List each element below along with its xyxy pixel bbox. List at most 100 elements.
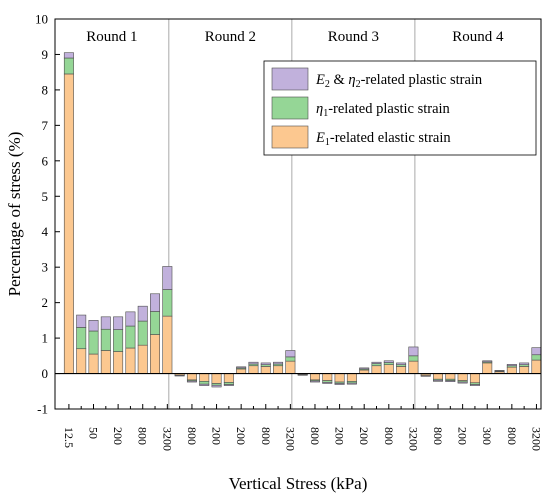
x-tick-label: 800 <box>308 427 322 445</box>
x-tick-label: 800 <box>185 427 199 445</box>
bar-segment-eta1 <box>223 382 234 385</box>
bar-segment-e2eta2 <box>223 384 234 386</box>
bar-segment-e1 <box>211 373 222 384</box>
bar-segment-e1 <box>223 373 234 383</box>
y-axis-title: Percentage of stress (%) <box>5 132 24 297</box>
bar-segment-e1 <box>248 365 259 374</box>
round-label: Round 2 <box>205 29 256 45</box>
x-tick-label: 200 <box>111 427 125 445</box>
bar-segment-e1 <box>322 373 333 381</box>
bar-segment-e1 <box>260 366 271 374</box>
bar-segment-eta1 <box>408 355 419 362</box>
bar-segment-e1 <box>334 373 345 383</box>
bar-segment-e2eta2 <box>236 366 247 369</box>
x-tick-label: 200 <box>456 427 470 445</box>
x-tick-label: 800 <box>505 427 519 445</box>
bar-segment-e2eta2 <box>150 293 161 312</box>
x-tick-label: 800 <box>382 427 396 445</box>
bar-segment-e1 <box>100 350 111 374</box>
bar-segment-eta1 <box>76 327 87 350</box>
bar-segment-e2eta2 <box>211 384 222 388</box>
bar-segment-e2eta2 <box>297 374 308 376</box>
bar-segment-e2eta2 <box>76 314 87 328</box>
y-tick-label: 9 <box>42 47 49 62</box>
y-tick-label: 5 <box>42 189 49 204</box>
x-tick-label: 3200 <box>160 427 174 451</box>
y-axis-ticks: -1 0 1 2 3 4 5 6 7 8 9 10 <box>35 12 60 417</box>
y-tick-label: 6 <box>42 153 49 168</box>
bar-segment-eta1 <box>100 328 111 351</box>
x-tick-label: 800 <box>259 427 273 445</box>
legend-label-e2eta2: E2 & η2-related plastic strain <box>315 72 483 90</box>
bar-segment-e2eta2 <box>371 361 382 364</box>
y-tick-label: 0 <box>42 366 49 381</box>
bar-segment-e1 <box>383 364 394 374</box>
bar-segment-e1 <box>433 373 443 380</box>
y-tick-label: 2 <box>42 295 49 310</box>
bar-segment-e2eta2 <box>285 350 296 358</box>
legend-box <box>263 60 537 156</box>
bar-segment-e2eta2 <box>137 305 148 322</box>
x-tick-label: 3200 <box>406 427 420 451</box>
bar-segment-e2eta2 <box>162 266 173 290</box>
bar-segment-e2eta2 <box>174 375 185 377</box>
bar-segment-e2eta2 <box>482 360 493 363</box>
bar-segment-e1 <box>150 334 161 374</box>
bar-segment-e1 <box>125 347 136 374</box>
bar-segment-eta1 <box>63 57 74 75</box>
bar-segment-e2eta2 <box>519 362 530 365</box>
round-labels: Round 1 Round 2 Round 3 Round 4 <box>86 29 504 45</box>
legend-swatch-e2eta2 <box>271 67 309 91</box>
x-tick-label: 200 <box>357 427 371 445</box>
bar-segment-e2eta2 <box>334 383 345 385</box>
legend: E2 & η2-related plastic strain η1-related… <box>263 60 537 156</box>
bar-segment-eta1 <box>162 289 173 317</box>
bar-segment-e1 <box>346 373 357 382</box>
bar-segment-e1 <box>273 365 284 374</box>
y-tick-label: 4 <box>42 224 49 239</box>
bar-segment-e2eta2 <box>88 320 99 332</box>
bar-segment-e1 <box>310 373 320 381</box>
bar-segment-e2eta2 <box>346 382 357 385</box>
bar-segment-e1 <box>285 360 296 374</box>
bar-segment-e2eta2 <box>63 52 74 59</box>
bar-segment-eta1 <box>150 311 161 335</box>
bar-segment-e2eta2 <box>310 380 320 383</box>
bar-segment-e1 <box>519 366 530 374</box>
bar-segment-e1 <box>88 353 99 374</box>
bar-segment-e1 <box>396 366 407 374</box>
bar-segment-e1 <box>186 373 197 381</box>
x-tick-label: 200 <box>333 427 347 445</box>
chart-bars <box>63 52 542 388</box>
x-tick-label: 200 <box>210 427 224 445</box>
x-axis-ticks: 12.5 50 200 800 3200 800 200 200 800 3200 800 200 20… <box>62 404 543 451</box>
bar-segment-e2eta2 <box>322 382 333 384</box>
bar-segment-e2eta2 <box>420 375 431 377</box>
bar-segment-e1 <box>199 373 210 382</box>
bar-segment-e1 <box>408 360 419 374</box>
bar-segment-e1 <box>137 344 148 374</box>
bar-segment-e2eta2 <box>100 316 111 330</box>
bar-segment-eta1 <box>199 381 210 385</box>
y-tick-label: -1 <box>37 402 48 417</box>
bar-segment-e1 <box>162 315 173 374</box>
round-label: Round 4 <box>452 29 504 45</box>
bar-segment-e1 <box>445 373 456 380</box>
x-axis-title: Vertical Stress (kPa) <box>229 474 368 493</box>
plot-frame <box>54 18 542 410</box>
y-tick-label: 8 <box>42 82 49 97</box>
bar-segment-e1 <box>469 373 480 384</box>
bar-segment-e2eta2 <box>260 362 271 365</box>
bar-segment-e1 <box>371 365 382 374</box>
legend-label-e1: E1-related elastic strain <box>315 130 451 148</box>
bar-segment-e2eta2 <box>359 367 370 370</box>
round-label: Round 3 <box>328 29 379 45</box>
y-tick-label: 3 <box>42 260 49 275</box>
bar-segment-e1 <box>236 368 247 374</box>
x-tick-label: 300 <box>480 427 494 445</box>
bar-segment-e2eta2 <box>494 370 505 372</box>
bar-segment-e2eta2 <box>408 346 419 357</box>
bar-segment-e2eta2 <box>186 380 197 383</box>
bar-segment-eta1 <box>285 356 296 362</box>
